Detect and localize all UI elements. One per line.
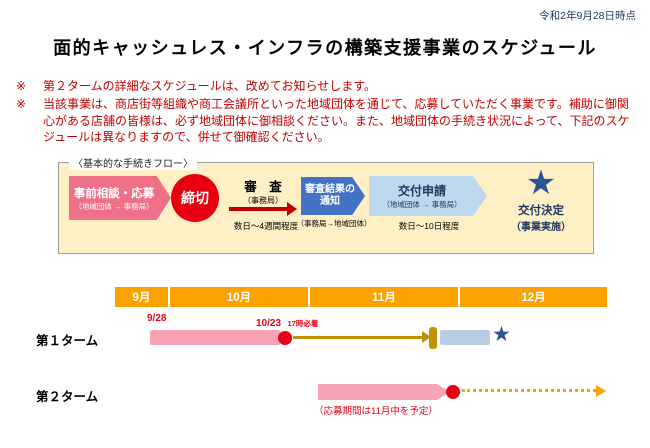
review-arrow: [229, 207, 287, 211]
term1-decision-star-icon: ★: [492, 323, 511, 346]
review-arrow-head-icon: [287, 202, 297, 216]
page-title: 面的キャッシュレス・インフラの構築支援事業のスケジュール: [53, 38, 597, 58]
step-grant-arrow: 交付申請 （地域団体 → 事務局）: [369, 176, 487, 216]
row-label-term2: 第２ターム: [36, 390, 99, 404]
term1-review-arrow-head-icon: [422, 331, 431, 343]
step-decision: ★ 交付決定 （事業実施）: [493, 164, 589, 233]
term1-grant-bar: [440, 330, 490, 345]
note-text-term2: 第２タームの詳細なスケジュールは、改めてお知らせします。: [43, 79, 377, 93]
note-item: ※ 当該事業は、商店街等組織や商工会議所といった地域団体を通じて、応募していただ…: [16, 96, 636, 146]
step-decision-sub: （事業実施）: [511, 221, 571, 233]
note-item: ※ 第２タームの詳細なスケジュールは、改めてお知らせします。: [16, 78, 636, 95]
notes-section: ※ 第２タームの詳細なスケジュールは、改めてお知らせします。 ※ 当該事業は、商…: [16, 78, 636, 147]
term2-period-note: （応募期間は11月中を予定）: [314, 406, 438, 417]
month-cell-sep: 9月: [115, 287, 170, 307]
review-duration: 数日～4週間程度: [233, 221, 299, 231]
term1-deadline-label: 10/23 17時必着: [256, 313, 318, 331]
step-review-title: 審 査: [244, 180, 282, 194]
step-grant-title: 交付申請: [397, 184, 446, 198]
term2-deadline-dot: [446, 385, 460, 399]
step-notify-sub: （事務局→地域団体）: [296, 219, 372, 228]
month-header: 9月 10月 11月 12月: [115, 287, 607, 307]
term2-dotted-arrow-head-icon: [596, 385, 606, 397]
note-text-application: 当該事業は、商店街等組織や商工会議所といった地域団体を通じて、応募していただく事…: [43, 96, 630, 145]
term2-dotted-arrow: [462, 389, 596, 392]
term2-application-bar: [318, 384, 450, 400]
step-review: 審 査 （事務局）: [223, 176, 303, 206]
procedure-flow-box: 〈基本的な手続きフロー〉 事前相談・応募 （地域団体 → 事務局） 締切 審 査…: [58, 155, 594, 254]
deadline-label: 締切: [181, 190, 209, 206]
term1-application-bar: [150, 330, 280, 345]
step-notify-arrow: 審査結果の通知: [301, 177, 365, 215]
term1-start-date: 9/28: [147, 313, 167, 324]
deadline-badge: 締切: [171, 174, 219, 222]
step-notify-title: 審査結果の通知: [305, 184, 355, 207]
row-label-term1: 第１ターム: [36, 334, 99, 348]
step-review-sub: （事務局）: [243, 196, 283, 205]
term1-deadline-date: 10/23: [256, 318, 282, 329]
flow-box-label: 〈基本的な手続きフロー〉: [69, 155, 197, 170]
note-marker: ※: [16, 79, 27, 93]
step-apply-sub: （地域団体 → 事務局）: [74, 201, 154, 211]
term1-deadline-note: 17時必着: [287, 319, 319, 328]
term1-deadline-dot: [278, 331, 292, 345]
term1-review-arrow: [293, 336, 423, 339]
star-icon: ★: [525, 164, 557, 202]
step-apply-title: 事前相談・応募: [73, 187, 155, 200]
note-marker: ※: [16, 96, 27, 111]
month-cell-dec: 12月: [460, 287, 607, 307]
step-grant-sub: （地域団体 → 事務局）: [382, 200, 462, 209]
month-cell-nov: 11月: [310, 287, 460, 307]
as-of-date: 令和2年9月28日時点: [539, 10, 636, 22]
term1-notify-marker: [429, 327, 437, 349]
step-decision-title: 交付決定: [518, 204, 564, 217]
step-apply-arrow: 事前相談・応募 （地域団体 → 事務局）: [69, 176, 171, 220]
grant-duration: 数日～10日程度: [398, 221, 460, 231]
month-cell-oct: 10月: [170, 287, 310, 307]
